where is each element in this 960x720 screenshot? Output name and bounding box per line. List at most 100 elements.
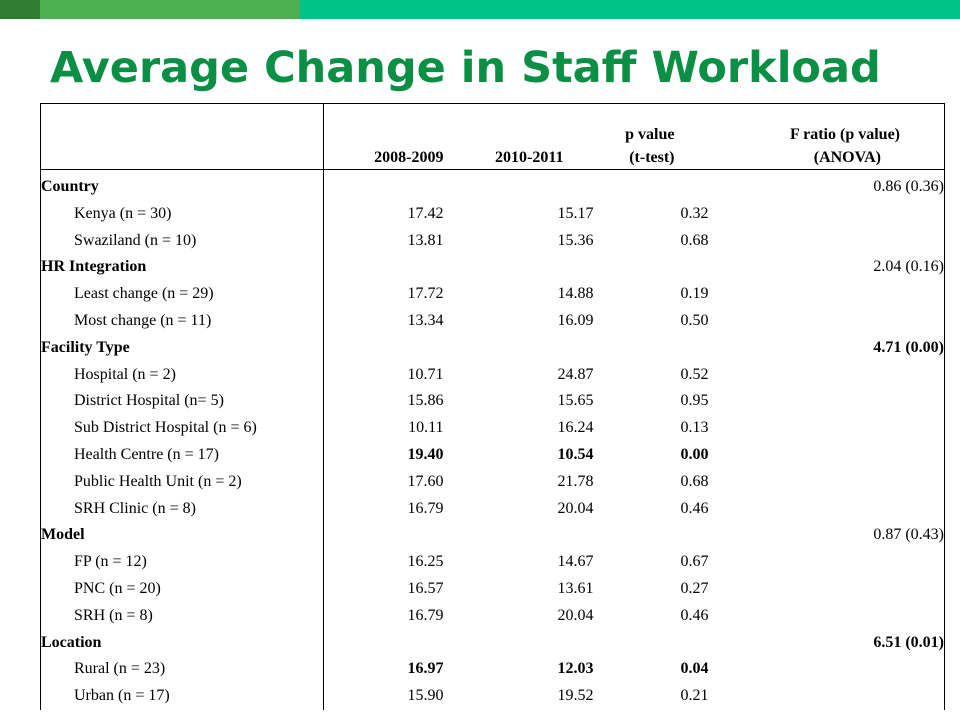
cell-f-ratio <box>708 281 945 308</box>
row-label: District Hospital (n= 5) <box>40 388 324 416</box>
table-body: Country 0.86 (0.36) Kenya (n = 30) 17.42 15.… <box>40 169 945 710</box>
cell-p-value: 0.27 <box>680 579 709 597</box>
cell-2010-2011: 15.65 <box>557 392 594 410</box>
cell-p-value: 0.68 <box>680 231 709 249</box>
table-row: SRH Clinic (n = 8) 16.79 20.04 0.46 <box>40 495 945 523</box>
top-accent-bar <box>0 0 960 19</box>
cell-f-ratio <box>708 602 945 630</box>
cell-p-value: 0.04 <box>680 660 709 678</box>
cell-f-ratio: 4.71 (0.00) <box>708 334 945 362</box>
top-bar-segment-mid <box>40 0 300 19</box>
cell-f-ratio: 0.86 (0.36) <box>708 169 945 201</box>
cell-p-value: 0.46 <box>680 499 709 517</box>
row-label: Facility Type <box>40 334 324 362</box>
cell-f-ratio <box>708 495 945 523</box>
table-row: Most change (n = 11) 13.34 16.09 0.50 <box>40 307 945 335</box>
header-label-cell <box>40 103 324 170</box>
cell-2010-2011 <box>444 630 594 657</box>
header-p-value: p value (t-test) <box>593 103 709 170</box>
cell-2008-2009: 15.86 <box>407 392 444 410</box>
cell-f-ratio <box>708 388 945 416</box>
cell-2010-2011: 14.88 <box>557 285 594 303</box>
cell-2008-2009: 16.79 <box>407 499 444 517</box>
cell-2010-2011: 21.78 <box>557 472 594 490</box>
table-row: Urban (n = 17) 15.90 19.52 0.21 <box>40 683 945 710</box>
cell-2010-2011: 15.36 <box>557 231 594 249</box>
cell-p-value: 0.46 <box>680 606 709 624</box>
cell-f-ratio <box>708 575 945 603</box>
table-row: Public Health Unit (n = 2) 17.60 21.78 0.68 <box>40 468 945 496</box>
cell-f-ratio <box>708 415 945 442</box>
cell-p-value: 0.19 <box>680 285 709 303</box>
table-group-row: Location 6.51 (0.01) <box>40 629 945 657</box>
header-year-2010-2011: 2010-2011 <box>443 103 594 170</box>
table-row: District Hospital (n= 5) 15.86 15.65 0.95 <box>40 388 945 416</box>
cell-f-ratio: 6.51 (0.01) <box>708 629 945 657</box>
cell-f-ratio <box>708 361 945 389</box>
header-year-2008-2009: 2008-2009 <box>323 103 444 170</box>
table-row: Kenya (n = 30) 17.42 15.17 0.32 <box>40 200 945 228</box>
row-label: Model <box>40 522 324 550</box>
cell-2010-2011: 10.54 <box>557 445 594 463</box>
cell-p-value <box>594 170 709 201</box>
workload-table: 2008-2009 2010-2011 p value (t-test) F r… <box>40 103 945 710</box>
table-row: PNC (n = 20) 16.57 13.61 0.27 <box>40 575 945 603</box>
table-group-row: Model 0.87 (0.43) <box>40 522 945 550</box>
cell-f-ratio <box>708 549 945 576</box>
cell-2010-2011: 12.03 <box>557 660 594 678</box>
row-label: Rural (n = 23) <box>40 656 324 684</box>
cell-2008-2009: 10.71 <box>407 365 444 383</box>
cell-2010-2011 <box>444 170 594 201</box>
header-year-2010-2011-text: 2010-2011 <box>495 149 564 166</box>
cell-2008-2009: 10.11 <box>408 419 444 437</box>
cell-p-value: 0.13 <box>680 419 709 437</box>
cell-2008-2009 <box>324 335 444 362</box>
table-row: Hospital (n = 2) 10.71 24.87 0.52 <box>40 361 945 389</box>
table-row: Sub District Hospital (n = 6) 10.11 16.24 0… <box>40 415 945 442</box>
cell-2010-2011 <box>444 522 594 549</box>
cell-2010-2011: 20.04 <box>557 499 594 517</box>
row-label: SRH (n = 8) <box>40 602 324 630</box>
row-label: Location <box>40 629 324 657</box>
cell-p-value <box>594 630 709 657</box>
cell-p-value: 0.52 <box>680 365 709 383</box>
row-label: Country <box>40 169 324 201</box>
cell-f-ratio <box>708 683 945 710</box>
row-label: Kenya (n = 30) <box>40 200 324 228</box>
cell-p-value: 0.68 <box>680 472 709 490</box>
cell-p-value <box>594 335 709 362</box>
table-header-row: 2008-2009 2010-2011 p value (t-test) F r… <box>40 103 945 170</box>
row-label: Swaziland (n = 10) <box>40 227 324 255</box>
row-label: HR Integration <box>40 254 324 282</box>
cell-2010-2011: 16.09 <box>557 311 594 329</box>
cell-f-ratio <box>708 468 945 496</box>
row-label: Health Centre (n = 17) <box>40 441 324 469</box>
row-label: Least change (n = 29) <box>40 281 324 308</box>
row-label: Sub District Hospital (n = 6) <box>40 415 324 442</box>
top-bar-segment-light <box>300 0 960 19</box>
row-label: PNC (n = 20) <box>40 575 324 603</box>
table-row: Swaziland (n = 10) 13.81 15.36 0.68 <box>40 227 945 255</box>
cell-2008-2009: 16.57 <box>407 579 444 597</box>
cell-f-ratio: 2.04 (0.16) <box>708 254 945 282</box>
cell-2008-2009: 17.42 <box>407 204 444 222</box>
cell-2008-2009: 16.25 <box>407 553 444 571</box>
table-row: Health Centre (n = 17) 19.40 10.54 0.00 <box>40 441 945 469</box>
cell-2008-2009: 19.40 <box>407 445 444 463</box>
cell-2010-2011: 13.61 <box>557 579 594 597</box>
cell-2008-2009: 13.34 <box>407 311 444 329</box>
cell-2008-2009 <box>324 522 444 549</box>
cell-2008-2009 <box>324 630 444 657</box>
cell-2008-2009: 13.81 <box>407 231 444 249</box>
cell-2010-2011: 19.52 <box>557 687 594 705</box>
row-label: FP (n = 12) <box>40 549 324 576</box>
top-bar-segment-dark <box>0 0 40 19</box>
cell-2010-2011 <box>444 254 594 281</box>
cell-f-ratio: 0.87 (0.43) <box>708 522 945 550</box>
cell-p-value: 0.21 <box>680 687 709 705</box>
cell-2010-2011: 15.17 <box>557 204 594 222</box>
row-label: Most change (n = 11) <box>40 307 324 335</box>
cell-p-value: 0.67 <box>680 553 709 571</box>
row-label: Urban (n = 17) <box>40 683 324 710</box>
cell-f-ratio <box>708 307 945 335</box>
